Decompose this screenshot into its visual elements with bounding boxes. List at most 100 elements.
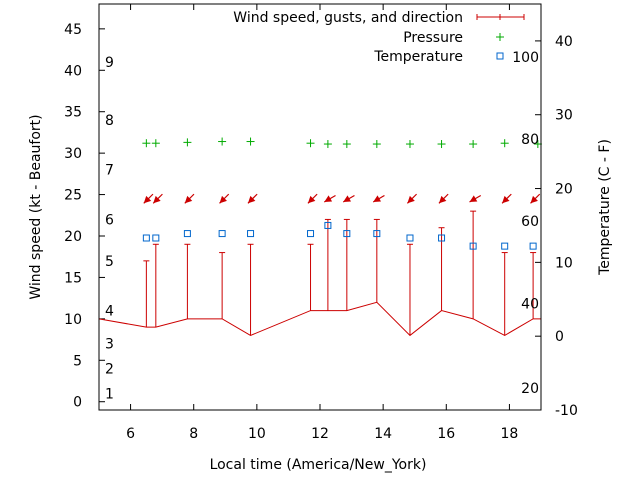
plot-frame <box>98 3 542 411</box>
wind-direction-head <box>219 195 227 204</box>
pressure-point <box>142 139 151 148</box>
wind-direction-head <box>343 195 352 202</box>
temperature-point <box>218 230 226 238</box>
temperature-point <box>307 230 315 238</box>
pressure-point <box>151 139 160 148</box>
wind-direction-head <box>324 195 333 202</box>
y-tick-label: 35 <box>64 105 82 121</box>
fahrenheit-label: 60 <box>521 214 539 230</box>
wind-direction-arrow <box>342 194 355 203</box>
beaufort-label: 9 <box>105 55 114 71</box>
wind-direction-head <box>307 195 316 204</box>
y-tick-label: 5 <box>73 353 82 369</box>
pressure-point <box>469 140 478 149</box>
y2-tick-label: 40 <box>555 34 573 50</box>
temperature-point <box>438 234 446 242</box>
x-axis-label: Local time (America/New_York) <box>210 457 427 473</box>
y-tick-label: 15 <box>64 270 82 286</box>
y-tick-label: 40 <box>64 63 82 79</box>
pressure-point <box>372 140 381 149</box>
wind-direction-arrow <box>323 194 336 203</box>
y-axis-label: Wind speed (kt - Beaufort) <box>28 114 44 299</box>
pressure-point <box>342 140 351 149</box>
temperature-point <box>343 230 351 238</box>
wind-direction-arrow <box>184 193 195 204</box>
beaufort-label: 6 <box>105 212 114 228</box>
fahrenheit-label: 100 <box>512 50 539 66</box>
x-tick-label: 10 <box>248 426 266 442</box>
y2-tick-label: 20 <box>555 182 573 198</box>
wind-direction-arrow <box>307 193 318 204</box>
y2-tick-label: 30 <box>555 108 573 124</box>
wind-direction-head <box>407 195 415 204</box>
y2-tick-label: 10 <box>555 255 573 271</box>
y-tick-label: 10 <box>64 312 82 328</box>
beaufort-label: 5 <box>105 254 114 270</box>
legend: Wind speed, gusts, and direction Pressure… <box>233 10 525 65</box>
wind-direction-head <box>530 195 538 204</box>
y2-axis-label: Temperature (C - F) <box>597 139 613 276</box>
legend-label-pressure: Pressure <box>403 30 463 46</box>
wind-direction-arrow <box>143 193 154 204</box>
wind-direction-arrow <box>530 193 541 204</box>
pressure-point <box>306 139 315 148</box>
pressure-point <box>437 140 446 149</box>
wind-direction-head <box>502 195 510 204</box>
wind-direction-arrow <box>247 193 258 204</box>
legend-swatch-temperature <box>496 52 504 60</box>
wind-direction-arrow <box>219 193 230 204</box>
wind-direction-head <box>184 195 193 204</box>
wind-direction-arrow <box>501 193 512 204</box>
pressure-point <box>218 137 227 146</box>
temperature-point <box>501 242 509 250</box>
x-tick-label: 16 <box>437 426 455 442</box>
y-tick-label: 20 <box>64 229 82 245</box>
pressure-point <box>246 137 255 146</box>
beaufort-label: 3 <box>105 337 114 353</box>
beaufort-label: 7 <box>105 163 114 179</box>
legend-label-temperature: Temperature <box>373 49 463 65</box>
wind-direction-head <box>469 195 478 202</box>
fahrenheit-label: 20 <box>521 381 539 397</box>
temperature-point <box>247 230 255 238</box>
y2-tick-label: -10 <box>555 403 578 419</box>
ticks-layer <box>99 4 541 411</box>
wind-direction-arrow <box>372 194 385 203</box>
x-tick-label: 14 <box>374 426 392 442</box>
x-tick-label: 18 <box>501 426 519 442</box>
wind-direction-arrow <box>152 193 163 204</box>
temperature-point <box>183 230 191 238</box>
legend-label-wind: Wind speed, gusts, and direction <box>233 10 463 26</box>
pressure-point <box>405 140 414 149</box>
temperature-point <box>324 221 332 229</box>
wind-direction-head <box>143 195 152 204</box>
x-tick-label: 6 <box>126 426 135 442</box>
temperature-point <box>469 242 477 250</box>
y-tick-label: 30 <box>64 146 82 162</box>
x-tick-label: 8 <box>189 426 198 442</box>
x-tick-label: 12 <box>311 426 329 442</box>
y-tick-label: 0 <box>73 395 82 411</box>
beaufort-label: 1 <box>105 386 114 402</box>
pressure-point <box>183 138 192 147</box>
y-tick-label: 45 <box>64 22 82 38</box>
wind-speed-line <box>98 301 541 337</box>
temperature-point <box>529 242 537 250</box>
wind-direction-arrow <box>438 193 449 204</box>
pressure-point <box>500 139 509 148</box>
pressure-point <box>323 140 332 149</box>
beaufort-label: 2 <box>105 362 114 378</box>
wind-direction-head <box>247 195 256 204</box>
labels-layer: 6 8 10 12 14 16 18051015202530354045-100102030… <box>64 22 578 442</box>
series-layer <box>98 137 542 337</box>
y2-tick-label: 0 <box>555 329 564 345</box>
fahrenheit-label: 40 <box>521 297 539 313</box>
beaufort-label: 8 <box>105 113 114 129</box>
wind-direction-head <box>438 195 447 204</box>
y-tick-label: 25 <box>64 188 82 204</box>
beaufort-label: 4 <box>105 304 114 320</box>
wind-direction-arrow <box>469 194 482 203</box>
temperature-point <box>142 234 150 242</box>
temperature-point <box>152 234 160 242</box>
